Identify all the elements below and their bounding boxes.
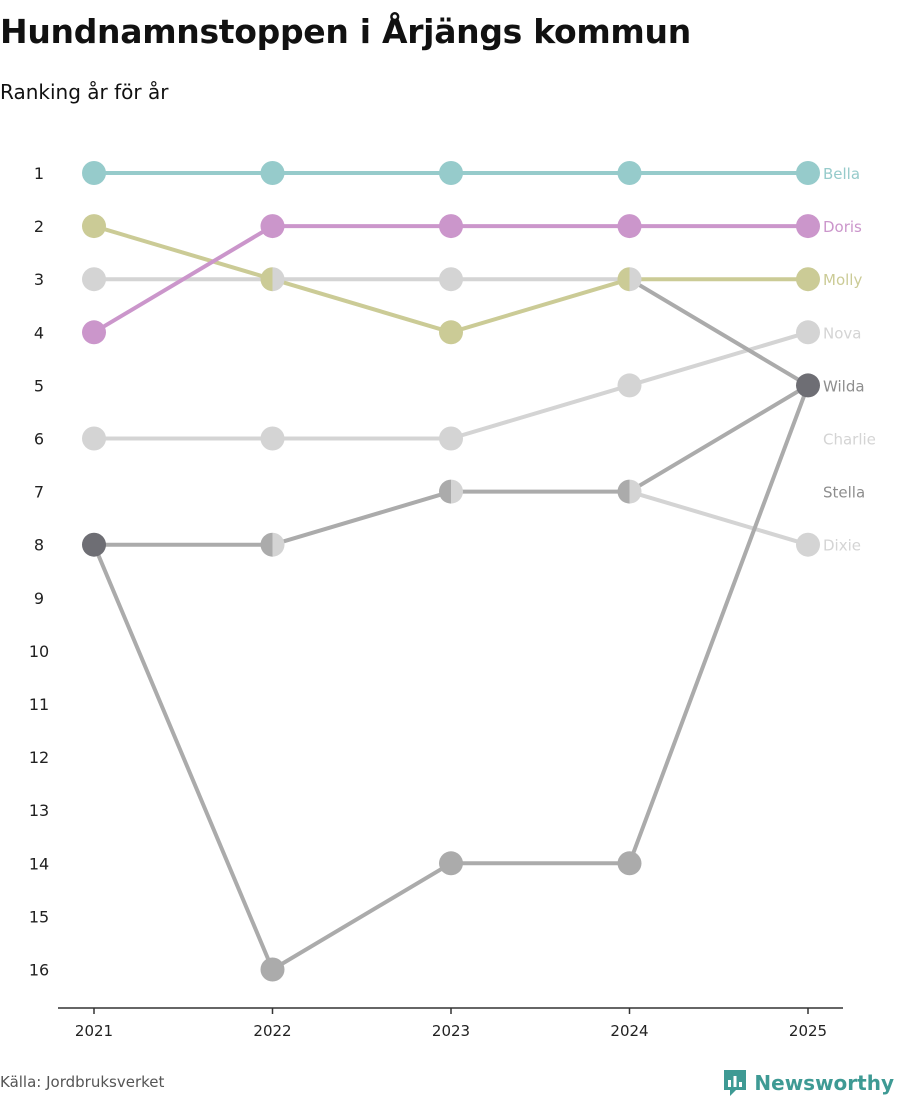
end-label-dixie: Dixie bbox=[823, 537, 861, 555]
data-point bbox=[260, 426, 285, 451]
data-point bbox=[439, 161, 463, 185]
data-point bbox=[439, 267, 463, 292]
data-point-left-half bbox=[439, 479, 451, 504]
series-markers bbox=[82, 161, 820, 982]
end-label-wilda: Wilda bbox=[823, 377, 865, 395]
y-tick-label: 15 bbox=[29, 907, 49, 926]
y-tick-label: 10 bbox=[29, 642, 49, 661]
data-point bbox=[796, 532, 820, 557]
y-tick-label: 6 bbox=[34, 430, 44, 449]
data-point bbox=[617, 214, 642, 239]
data-point bbox=[82, 320, 106, 345]
data-point-split bbox=[260, 267, 285, 292]
data-point-right-half bbox=[451, 479, 464, 504]
y-tick-label: 7 bbox=[34, 483, 44, 502]
data-point bbox=[82, 426, 106, 451]
y-tick-label: 8 bbox=[34, 536, 44, 555]
end-label-charlie: Charlie bbox=[823, 431, 876, 449]
series-line-stella bbox=[92, 383, 810, 547]
series-lines bbox=[92, 171, 810, 972]
data-point bbox=[82, 214, 106, 239]
data-point bbox=[796, 214, 820, 239]
data-point bbox=[796, 267, 820, 292]
y-tick-label: 1 bbox=[34, 164, 44, 183]
data-point bbox=[439, 214, 463, 239]
end-label-stella: Stella bbox=[823, 484, 865, 502]
series-line-wilda bbox=[627, 277, 810, 388]
series-line-dixie bbox=[627, 489, 810, 547]
data-point bbox=[796, 373, 820, 398]
x-axis-ticks: 2021 2022 2023 2024 2025 bbox=[75, 1008, 827, 1040]
brand-logo[interactable]: Newsworthy bbox=[722, 1068, 894, 1098]
data-point bbox=[260, 161, 285, 185]
data-point-right-half bbox=[272, 532, 285, 557]
y-tick-label: 16 bbox=[29, 961, 49, 980]
source-note: Källa: Jordbruksverket bbox=[0, 1073, 165, 1091]
x-tick-label: 2024 bbox=[610, 1022, 648, 1040]
end-label-bella: Bella bbox=[823, 165, 860, 183]
data-point bbox=[82, 267, 106, 292]
end-label-doris: Doris bbox=[823, 218, 862, 236]
chart-title: Hundnamnstoppen i Årjängs kommun bbox=[0, 12, 691, 51]
y-tick-label: 4 bbox=[34, 323, 44, 342]
end-label-molly: Molly bbox=[823, 271, 862, 289]
data-point-split bbox=[617, 267, 642, 292]
data-point bbox=[439, 320, 463, 345]
series-end-labels: Bella Doris Molly Nova Wilda Charlie Stella Dix… bbox=[823, 165, 876, 555]
x-tick-label: 2023 bbox=[432, 1022, 470, 1040]
data-point bbox=[796, 320, 820, 345]
chart-subtitle: Ranking år för år bbox=[0, 80, 169, 104]
series-line-wilda bbox=[92, 383, 810, 972]
data-point-left-half bbox=[260, 532, 273, 557]
newsworthy-logo-icon bbox=[724, 1070, 747, 1096]
data-point-split bbox=[260, 532, 285, 557]
end-label-nova: Nova bbox=[823, 324, 861, 342]
data-point-split bbox=[617, 479, 642, 504]
data-point bbox=[82, 161, 106, 185]
brand-name: Newsworthy bbox=[754, 1071, 894, 1095]
y-tick-label: 11 bbox=[29, 695, 49, 714]
data-point bbox=[260, 957, 285, 982]
data-point bbox=[439, 426, 463, 451]
data-point-right-half bbox=[629, 479, 642, 504]
data-point bbox=[439, 851, 463, 876]
y-tick-label: 2 bbox=[34, 217, 44, 236]
y-tick-label: 3 bbox=[34, 270, 44, 289]
x-tick-label: 2022 bbox=[253, 1022, 291, 1040]
x-tick-label: 2021 bbox=[75, 1022, 113, 1040]
y-tick-label: 13 bbox=[29, 801, 49, 820]
data-point-right-half bbox=[272, 267, 285, 292]
data-point bbox=[617, 851, 642, 876]
series-line-charlie bbox=[92, 330, 810, 441]
y-tick-label: 5 bbox=[34, 376, 44, 395]
y-tick-label: 14 bbox=[29, 854, 49, 873]
data-point bbox=[617, 373, 642, 398]
data-point bbox=[617, 161, 642, 185]
data-point-left-half bbox=[260, 267, 273, 292]
data-point bbox=[260, 214, 285, 239]
data-point bbox=[82, 532, 106, 557]
y-tick-label: 12 bbox=[29, 748, 49, 767]
x-tick-label: 2025 bbox=[789, 1022, 827, 1040]
y-tick-label: 9 bbox=[34, 589, 44, 608]
data-point-left-half bbox=[617, 267, 630, 292]
data-point-left-half bbox=[617, 479, 630, 504]
data-point-right-half bbox=[629, 267, 642, 292]
data-point-split bbox=[439, 479, 464, 504]
data-point bbox=[796, 161, 820, 185]
